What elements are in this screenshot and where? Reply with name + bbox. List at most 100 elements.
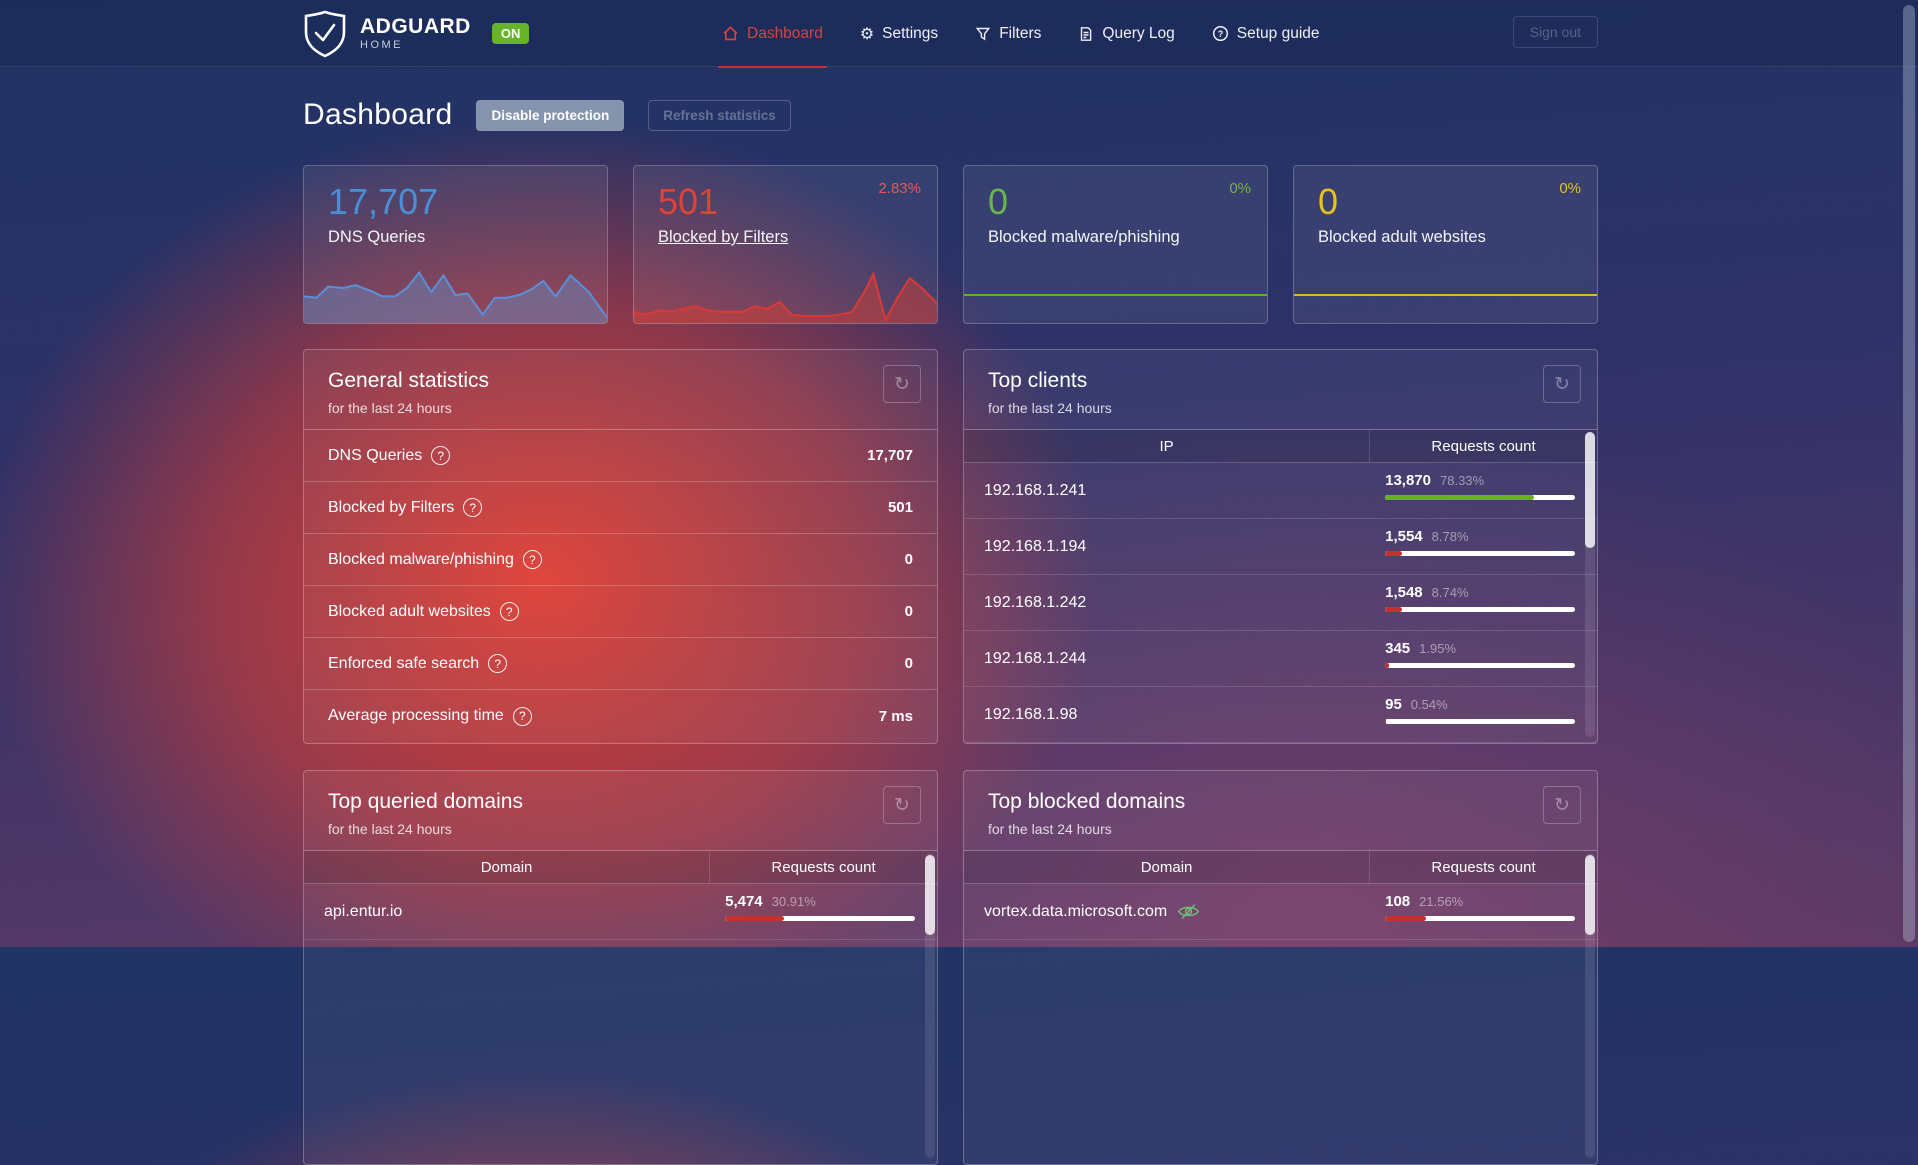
progress-bar-fill <box>1385 663 1389 668</box>
client-ip[interactable]: 192.168.1.242 <box>984 593 1087 611</box>
help-question-icon[interactable]: ? <box>512 706 532 726</box>
stat-row-value: 0 <box>904 603 913 620</box>
general-statistics-rows: DNS Queries? 17,707 Blocked by Filters? 501… <box>304 430 937 742</box>
gear-icon: ⚙ <box>859 24 875 43</box>
requests-percent: 8.78% <box>1431 529 1469 544</box>
nav-item-filters[interactable]: Filters <box>975 0 1041 67</box>
help-question-icon[interactable]: ? <box>499 602 519 621</box>
stat-row-value: 17,707 <box>867 447 913 464</box>
stat-card-label: Blocked adult websites <box>1318 228 1486 246</box>
stat-row-label: Blocked by Filters <box>328 498 455 516</box>
refresh-icon[interactable]: ↻ <box>883 365 921 403</box>
dns-sparkline-chart <box>304 267 607 323</box>
refresh-statistics-button[interactable]: Refresh statistics <box>648 99 791 131</box>
nav-item-label: Setup guide <box>1236 24 1320 42</box>
help-question-icon[interactable]: ? <box>431 446 451 465</box>
requests-progress-bar <box>1385 719 1576 724</box>
stat-card-label[interactable]: Blocked by Filters <box>658 228 789 246</box>
column-header-requests: Requests count <box>1369 430 1597 462</box>
stat-row-blocked-malware-phishing: Blocked malware/phishing? 0 <box>304 534 937 586</box>
top-blocked-domains-panel: Top blocked domains for the last 24 hour… <box>963 770 1598 1165</box>
svg-text:?: ? <box>1218 29 1224 39</box>
panel-scrollbar-thumb[interactable] <box>1585 432 1595 548</box>
nav-item-setup-guide[interactable]: ? Setup guide <box>1212 0 1320 67</box>
stat-row-dns-queries: DNS Queries? 17,707 <box>304 430 937 482</box>
progress-bar-fill <box>1385 719 1387 724</box>
client-ip[interactable]: 192.168.1.244 <box>984 649 1087 667</box>
app-logo: ADGUARD HOME ON <box>303 0 530 67</box>
stat-cards-row: 17,707 DNS Queries 501 Blocked by Filters 2.… <box>303 165 1598 324</box>
stat-card-value: 0 <box>988 181 1009 222</box>
stat-row-label: DNS Queries <box>328 446 423 464</box>
stat-card-dns-queries: 17,707 DNS Queries <box>303 165 608 324</box>
client-ip[interactable]: 192.168.1.241 <box>984 481 1087 499</box>
panel-title: Top clients <box>988 369 1088 392</box>
table-header: IP Requests count <box>964 430 1597 463</box>
requests-progress-bar <box>1385 663 1576 668</box>
stat-card-label: DNS Queries <box>328 228 426 246</box>
domain-name[interactable]: vortex.data.microsoft.com <box>984 902 1168 920</box>
refresh-icon[interactable]: ↻ <box>883 786 921 824</box>
requests-progress-bar <box>1385 607 1576 612</box>
progress-bar-fill <box>1385 607 1402 612</box>
table-header: Domain Requests count <box>304 851 937 884</box>
disable-protection-button[interactable]: Disable protection <box>476 99 625 131</box>
stat-row-blocked-by-filters: Blocked by Filters? 501 <box>304 482 937 534</box>
stat-row-value: 0 <box>904 551 913 568</box>
adguard-shield-icon <box>304 10 346 57</box>
progress-bar-fill <box>1385 551 1402 556</box>
panel-subtitle: for the last 24 hours <box>988 400 1112 416</box>
stat-card-value: 0 <box>1318 181 1339 222</box>
stat-card-blocked-malware-phishing: 0 Blocked malware/phishing 0% <box>963 165 1268 324</box>
column-header-domain: Domain <box>480 858 533 876</box>
help-question-icon[interactable]: ? <box>522 550 542 569</box>
requests-percent: 8.74% <box>1431 585 1469 600</box>
requests-count: 95 <box>1385 696 1402 713</box>
flat-zero-line <box>1294 294 1597 296</box>
requests-count: 1,554 <box>1385 528 1423 545</box>
refresh-icon[interactable]: ↻ <box>1543 365 1581 403</box>
document-icon <box>1078 26 1094 42</box>
stat-row-average-processing-time: Average processing time? 7 ms <box>304 690 937 742</box>
nav-item-query-log[interactable]: Query Log <box>1078 0 1175 67</box>
column-header-requests: Requests count <box>709 851 937 883</box>
domain-name[interactable]: api.entur.io <box>324 902 403 920</box>
panel-scrollbar-track[interactable] <box>1585 432 1595 737</box>
panel-scrollbar-thumb[interactable] <box>1585 855 1595 935</box>
home-icon <box>722 25 739 42</box>
eye-slash-icon <box>1177 903 1200 920</box>
top-clients-panel: Top clients for the last 24 hours ↻ IP R… <box>963 349 1598 744</box>
top-queried-domains-rows: api.entur.io 5,474 30.91% <box>304 884 937 940</box>
requests-percent: 0.54% <box>1410 697 1448 712</box>
stat-row-blocked-adult-websites: Blocked adult websites? 0 <box>304 586 937 638</box>
requests-progress-bar <box>725 916 916 921</box>
page-header: Dashboard Disable protection Refresh sta… <box>303 98 791 132</box>
stat-card-blocked-by-filters: 501 Blocked by Filters 2.83% <box>633 165 938 324</box>
panel-scrollbar-thumb[interactable] <box>925 855 935 935</box>
stat-card-percent: 2.83% <box>878 180 921 197</box>
page-scrollbar-thumb[interactable] <box>1903 5 1915 942</box>
requests-count: 13,870 <box>1385 472 1431 489</box>
stat-row-value: 7 ms <box>878 707 913 725</box>
help-question-icon[interactable]: ? <box>488 654 508 673</box>
refresh-icon[interactable]: ↻ <box>1543 786 1581 824</box>
progress-bar-fill <box>725 916 784 921</box>
help-question-icon[interactable]: ? <box>463 498 483 517</box>
question-circle-icon: ? <box>1212 25 1229 42</box>
requests-count: 108 <box>1385 893 1411 910</box>
requests-percent: 1.95% <box>1419 641 1457 656</box>
sign-out-button[interactable]: Sign out <box>1512 16 1598 48</box>
protection-status-badge: ON <box>491 23 530 44</box>
requests-percent: 21.56% <box>1419 894 1464 909</box>
nav-item-dashboard[interactable]: Dashboard <box>718 0 827 68</box>
requests-percent: 78.33% <box>1440 473 1485 488</box>
nav-item-settings[interactable]: ⚙ Settings <box>860 0 938 67</box>
requests-progress-bar <box>1385 495 1576 500</box>
client-ip[interactable]: 192.168.1.98 <box>984 705 1078 723</box>
blocked-sparkline-chart <box>634 267 937 323</box>
table-row: 192.168.1.244 345 1.95% <box>964 631 1597 687</box>
client-ip[interactable]: 192.168.1.194 <box>984 537 1087 555</box>
table-row: 192.168.1.194 1,554 8.78% <box>964 519 1597 575</box>
stat-card-value: 17,707 <box>328 181 439 222</box>
stat-row-label: Blocked adult websites <box>328 602 491 620</box>
